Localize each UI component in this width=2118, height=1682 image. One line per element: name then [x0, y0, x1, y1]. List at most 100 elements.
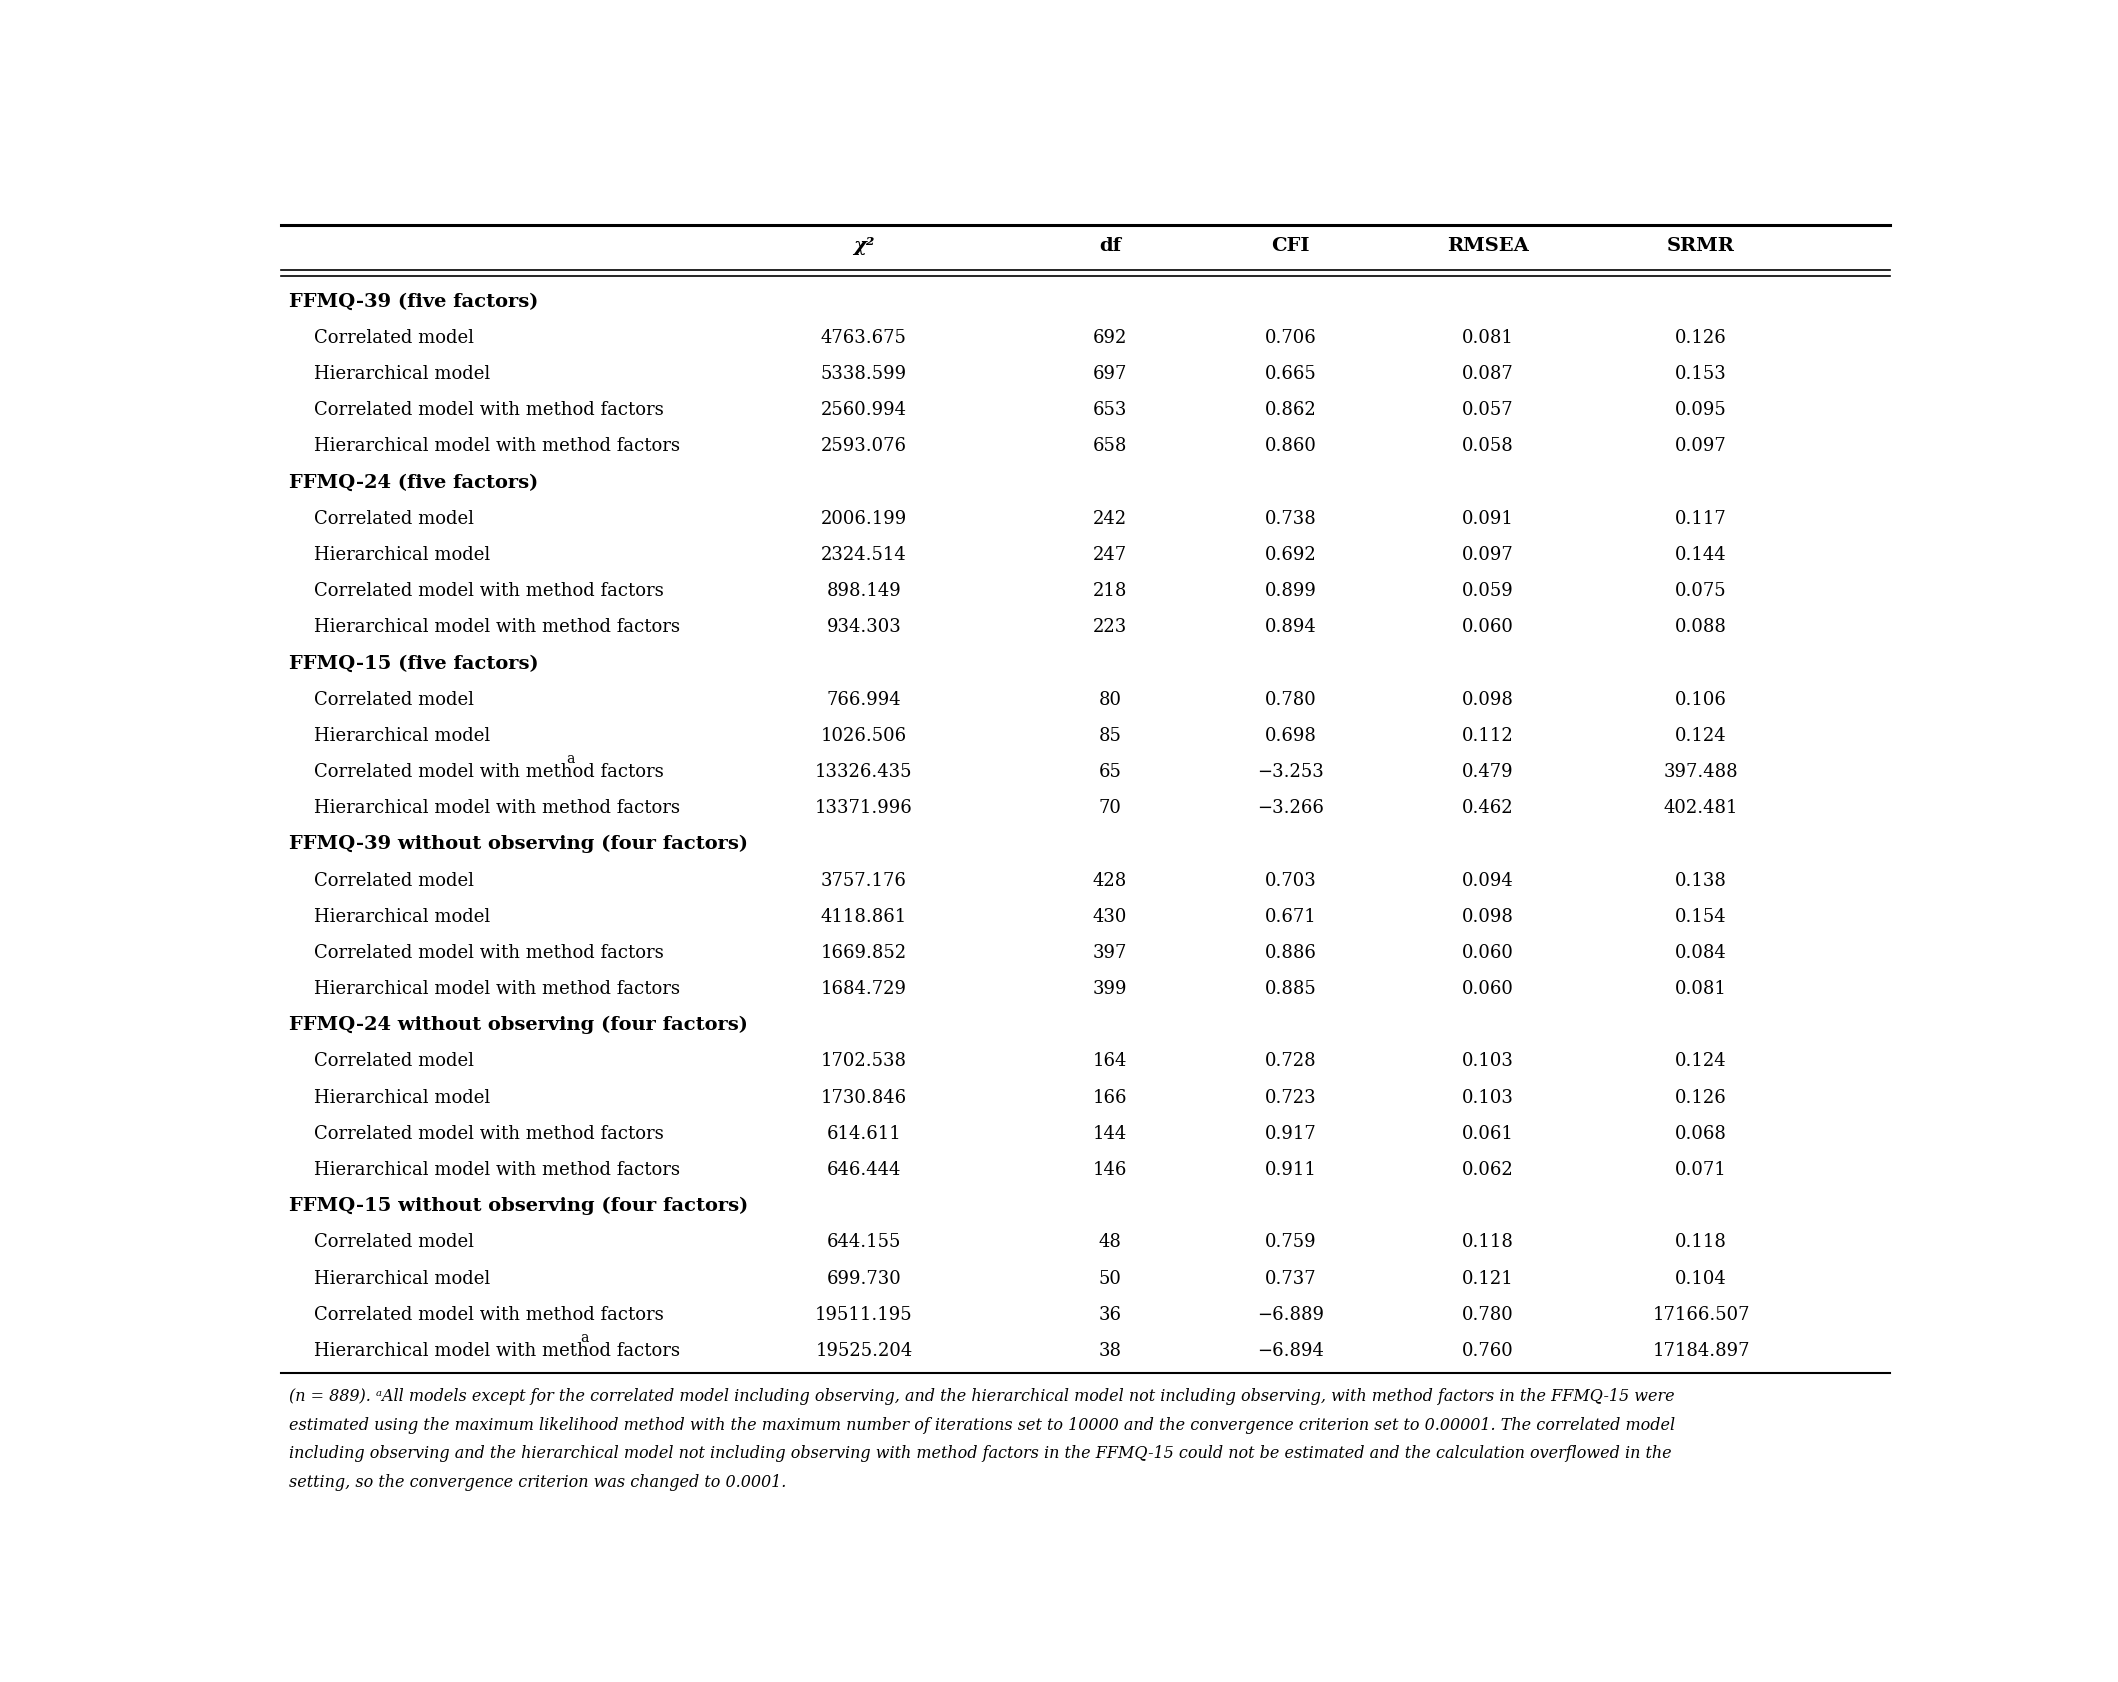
Text: 0.692: 0.692 — [1264, 547, 1317, 563]
Text: 0.057: 0.057 — [1461, 400, 1514, 419]
Text: 36: 36 — [1099, 1305, 1123, 1324]
Text: Hierarchical model: Hierarchical model — [313, 365, 489, 383]
Text: 0.886: 0.886 — [1264, 944, 1317, 962]
Text: 0.103: 0.103 — [1461, 1088, 1514, 1107]
Text: 0.061: 0.061 — [1461, 1125, 1514, 1142]
Text: 0.154: 0.154 — [1675, 908, 1726, 925]
Text: 0.060: 0.060 — [1461, 944, 1514, 962]
Text: 0.911: 0.911 — [1264, 1161, 1317, 1179]
Text: Correlated model: Correlated model — [313, 1053, 474, 1070]
Text: 166: 166 — [1093, 1088, 1127, 1107]
Text: 0.144: 0.144 — [1675, 547, 1726, 563]
Text: 144: 144 — [1093, 1125, 1127, 1142]
Text: 65: 65 — [1099, 764, 1123, 780]
Text: 2593.076: 2593.076 — [822, 437, 907, 456]
Text: 397.488: 397.488 — [1665, 764, 1739, 780]
Text: 0.103: 0.103 — [1461, 1053, 1514, 1070]
Text: 1702.538: 1702.538 — [822, 1053, 907, 1070]
Text: 0.138: 0.138 — [1675, 871, 1726, 890]
Text: 934.303: 934.303 — [826, 619, 902, 636]
Text: 0.479: 0.479 — [1461, 764, 1514, 780]
Text: 4118.861: 4118.861 — [822, 908, 907, 925]
Text: 0.081: 0.081 — [1675, 981, 1726, 997]
Text: 0.098: 0.098 — [1461, 908, 1514, 925]
Text: df: df — [1099, 237, 1120, 256]
Text: 0.124: 0.124 — [1675, 1053, 1726, 1070]
Text: 0.060: 0.060 — [1461, 619, 1514, 636]
Text: Correlated model: Correlated model — [313, 691, 474, 708]
Text: −6.894: −6.894 — [1258, 1342, 1324, 1361]
Text: 0.117: 0.117 — [1675, 510, 1726, 528]
Text: 0.703: 0.703 — [1264, 871, 1317, 890]
Text: −3.253: −3.253 — [1258, 764, 1324, 780]
Text: 0.084: 0.084 — [1675, 944, 1726, 962]
Text: 644.155: 644.155 — [826, 1233, 900, 1251]
Text: 146: 146 — [1093, 1161, 1127, 1179]
Text: 13371.996: 13371.996 — [815, 799, 913, 817]
Text: 0.075: 0.075 — [1675, 582, 1726, 600]
Text: 1684.729: 1684.729 — [822, 981, 907, 997]
Text: 2006.199: 2006.199 — [822, 510, 907, 528]
Text: FFMQ-24 without observing (four factors): FFMQ-24 without observing (four factors) — [290, 1016, 748, 1034]
Text: 653: 653 — [1093, 400, 1127, 419]
Text: 0.121: 0.121 — [1461, 1270, 1514, 1288]
Text: Hierarchical model: Hierarchical model — [313, 547, 489, 563]
Text: 0.153: 0.153 — [1675, 365, 1726, 383]
Text: Correlated model: Correlated model — [313, 328, 474, 346]
Text: FFMQ-39 without observing (four factors): FFMQ-39 without observing (four factors) — [290, 836, 748, 853]
Text: 2324.514: 2324.514 — [822, 547, 907, 563]
Text: 0.112: 0.112 — [1461, 727, 1514, 745]
Text: 13326.435: 13326.435 — [815, 764, 913, 780]
Text: Hierarchical model with method factors: Hierarchical model with method factors — [313, 437, 680, 456]
Text: RMSEA: RMSEA — [1447, 237, 1529, 256]
Text: 0.671: 0.671 — [1264, 908, 1317, 925]
Text: Correlated model with method factors: Correlated model with method factors — [313, 764, 663, 780]
Text: 0.104: 0.104 — [1675, 1270, 1726, 1288]
Text: 242: 242 — [1093, 510, 1127, 528]
Text: 0.706: 0.706 — [1264, 328, 1317, 346]
Text: 0.124: 0.124 — [1675, 727, 1726, 745]
Text: FFMQ-39 (five factors): FFMQ-39 (five factors) — [290, 293, 538, 311]
Text: 1026.506: 1026.506 — [822, 727, 907, 745]
Text: a: a — [580, 1330, 589, 1346]
Text: 646.444: 646.444 — [826, 1161, 900, 1179]
Text: 402.481: 402.481 — [1665, 799, 1739, 817]
Text: 397: 397 — [1093, 944, 1127, 962]
Text: 0.860: 0.860 — [1264, 437, 1317, 456]
Text: 0.088: 0.088 — [1675, 619, 1726, 636]
Text: 48: 48 — [1099, 1233, 1123, 1251]
Text: Hierarchical model with method factors: Hierarchical model with method factors — [313, 981, 680, 997]
Text: 2560.994: 2560.994 — [822, 400, 907, 419]
Text: 5338.599: 5338.599 — [822, 365, 907, 383]
Text: 0.738: 0.738 — [1264, 510, 1317, 528]
Text: Correlated model: Correlated model — [313, 510, 474, 528]
Text: 766.994: 766.994 — [826, 691, 900, 708]
Text: 0.737: 0.737 — [1264, 1270, 1317, 1288]
Text: 0.462: 0.462 — [1461, 799, 1514, 817]
Text: 80: 80 — [1099, 691, 1123, 708]
Text: (n = 889). ᵃAll models except for the correlated model including observing, and : (n = 889). ᵃAll models except for the co… — [290, 1388, 1675, 1406]
Text: 0.091: 0.091 — [1461, 510, 1514, 528]
Text: 692: 692 — [1093, 328, 1127, 346]
Text: 0.094: 0.094 — [1461, 871, 1514, 890]
Text: 0.062: 0.062 — [1461, 1161, 1514, 1179]
Text: 399: 399 — [1093, 981, 1127, 997]
Text: 0.665: 0.665 — [1264, 365, 1317, 383]
Text: 223: 223 — [1093, 619, 1127, 636]
Text: 0.780: 0.780 — [1264, 691, 1317, 708]
Text: 0.759: 0.759 — [1264, 1233, 1317, 1251]
Text: −6.889: −6.889 — [1258, 1305, 1324, 1324]
Text: CFI: CFI — [1271, 237, 1309, 256]
Text: Hierarchical model with method factors: Hierarchical model with method factors — [313, 1161, 680, 1179]
Text: FFMQ-15 without observing (four factors): FFMQ-15 without observing (four factors) — [290, 1198, 748, 1216]
Text: 85: 85 — [1099, 727, 1123, 745]
Text: 0.917: 0.917 — [1264, 1125, 1317, 1142]
Text: Hierarchical model: Hierarchical model — [313, 1270, 489, 1288]
Text: 0.780: 0.780 — [1461, 1305, 1514, 1324]
Text: Correlated model: Correlated model — [313, 871, 474, 890]
Text: Correlated model: Correlated model — [313, 1233, 474, 1251]
Text: −3.266: −3.266 — [1258, 799, 1324, 817]
Text: 3757.176: 3757.176 — [822, 871, 907, 890]
Text: 19525.204: 19525.204 — [815, 1342, 913, 1361]
Text: 0.095: 0.095 — [1675, 400, 1726, 419]
